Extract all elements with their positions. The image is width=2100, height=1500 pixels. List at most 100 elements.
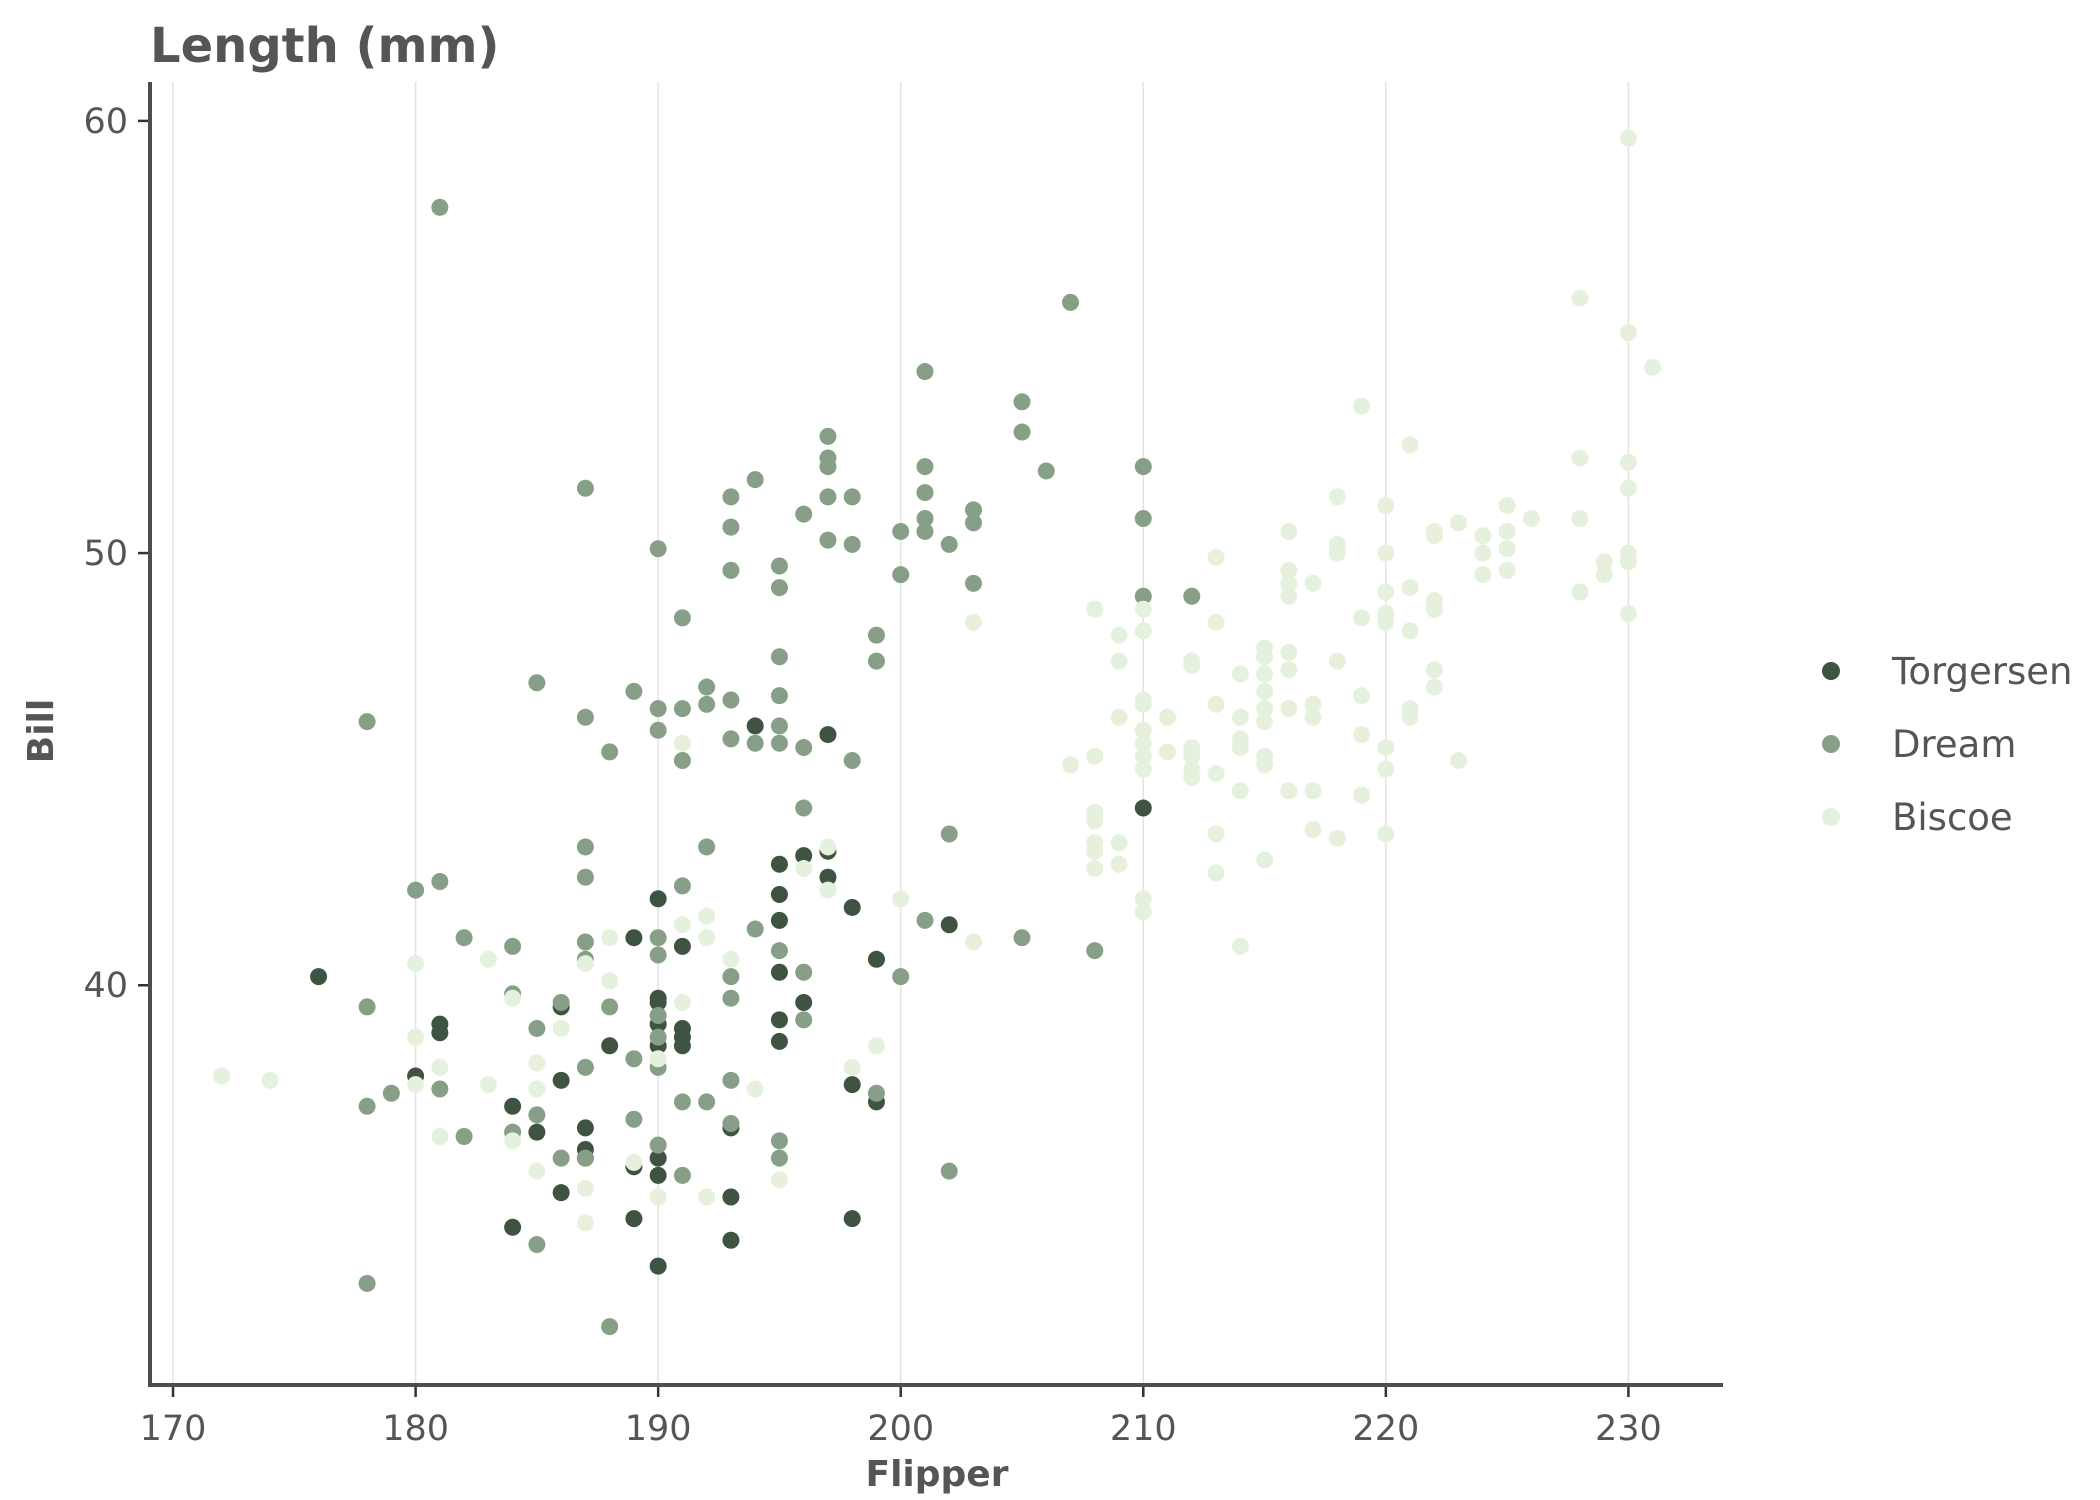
point-torgersen <box>722 1188 740 1206</box>
point-dream <box>770 734 788 752</box>
point-dream <box>698 678 716 696</box>
point-biscoe <box>1353 786 1371 804</box>
point-biscoe <box>1207 764 1225 782</box>
point-torgersen <box>649 1149 667 1167</box>
gridlines <box>172 82 1630 1385</box>
point-dream <box>722 518 740 536</box>
data-points <box>213 129 1662 1336</box>
point-dream <box>916 363 934 381</box>
point-biscoe <box>528 1054 546 1072</box>
x-tick-label: 190 <box>625 1409 692 1449</box>
point-biscoe <box>1256 648 1274 666</box>
point-torgersen <box>625 1210 643 1228</box>
legend-label-dream: Dream <box>1892 723 2016 766</box>
point-dream <box>673 1166 691 1184</box>
point-dream <box>504 937 522 955</box>
point-biscoe <box>698 1188 716 1206</box>
point-biscoe <box>843 1058 861 1076</box>
point-biscoe <box>698 907 716 925</box>
point-biscoe <box>1401 622 1419 640</box>
point-dream <box>698 838 716 856</box>
point-dream <box>625 682 643 700</box>
point-biscoe <box>576 1214 594 1232</box>
point-biscoe <box>552 1019 570 1037</box>
point-biscoe <box>1498 497 1516 515</box>
point-biscoe <box>1377 544 1395 562</box>
point-biscoe <box>1110 855 1128 873</box>
point-dream <box>649 1028 667 1046</box>
point-biscoe <box>722 950 740 968</box>
point-dream <box>722 730 740 748</box>
point-biscoe <box>1280 522 1298 540</box>
point-biscoe <box>1304 782 1322 800</box>
point-dream <box>722 561 740 579</box>
point-biscoe <box>1353 609 1371 627</box>
point-biscoe <box>407 955 425 973</box>
point-dream <box>746 734 764 752</box>
point-torgersen <box>576 1119 594 1137</box>
point-biscoe <box>407 1076 425 1094</box>
point-torgersen <box>746 717 764 735</box>
point-biscoe <box>1134 734 1152 752</box>
point-torgersen <box>770 963 788 981</box>
point-biscoe <box>504 989 522 1007</box>
point-dream <box>819 427 837 445</box>
x-tick-label: 210 <box>1110 1409 1177 1449</box>
point-torgersen <box>649 1166 667 1184</box>
point-biscoe <box>1134 695 1152 713</box>
point-biscoe <box>1280 661 1298 679</box>
point-dream <box>1013 929 1031 947</box>
point-dream <box>407 881 425 899</box>
x-tick-label: 170 <box>140 1409 207 1449</box>
point-dream <box>770 717 788 735</box>
point-torgersen <box>867 950 885 968</box>
point-biscoe <box>1256 756 1274 774</box>
point-biscoe <box>1571 449 1589 467</box>
point-dream <box>673 752 691 770</box>
point-biscoe <box>1207 864 1225 882</box>
point-torgersen <box>843 1210 861 1228</box>
point-biscoe <box>601 929 619 947</box>
point-dream <box>431 873 449 891</box>
point-biscoe <box>673 994 691 1012</box>
point-biscoe <box>407 1028 425 1046</box>
point-biscoe <box>1231 782 1249 800</box>
point-biscoe <box>964 613 982 631</box>
point-biscoe <box>1353 397 1371 415</box>
point-dream <box>795 739 813 757</box>
point-biscoe <box>1377 739 1395 757</box>
point-biscoe <box>625 1153 643 1171</box>
point-biscoe <box>1086 842 1104 860</box>
point-torgersen <box>819 726 837 744</box>
legend-label-biscoe: Biscoe <box>1892 796 2013 839</box>
point-biscoe <box>1498 540 1516 558</box>
point-dream <box>892 968 910 986</box>
point-biscoe <box>1328 544 1346 562</box>
point-biscoe <box>1353 726 1371 744</box>
point-dream <box>722 968 740 986</box>
point-biscoe <box>1498 561 1516 579</box>
point-biscoe <box>1377 497 1395 515</box>
point-biscoe <box>1619 129 1637 147</box>
point-biscoe <box>1086 600 1104 618</box>
axes: 170 180 190 200 210 220 230 40 50 60 <box>83 82 1723 1449</box>
point-torgersen <box>625 929 643 947</box>
point-dream <box>673 700 691 718</box>
point-biscoe <box>431 1128 449 1146</box>
point-biscoe <box>819 838 837 856</box>
point-dream <box>843 752 861 770</box>
point-dream <box>795 505 813 523</box>
point-biscoe <box>1280 587 1298 605</box>
point-dream <box>358 1097 376 1115</box>
point-biscoe <box>1425 678 1443 696</box>
point-biscoe <box>528 1080 546 1098</box>
point-biscoe <box>1304 695 1322 713</box>
x-axis-label: Flipper <box>866 1454 1009 1495</box>
y-tick-label: 40 <box>83 966 128 1006</box>
point-dream <box>358 998 376 1016</box>
point-dream <box>722 488 740 506</box>
point-biscoe <box>1304 574 1322 592</box>
point-biscoe <box>649 1188 667 1206</box>
point-dream <box>916 484 934 502</box>
point-dream <box>1134 458 1152 476</box>
